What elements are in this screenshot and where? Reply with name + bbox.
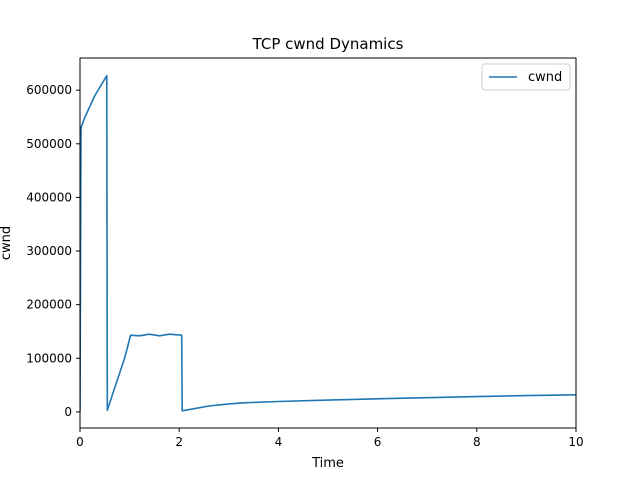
series-layer bbox=[80, 74, 576, 412]
x-tick-label: 10 bbox=[568, 435, 583, 449]
plot-area: 0 2 4 6 8 10 0 100000 200000 300000 400000 500000 6… bbox=[26, 57, 584, 449]
y-tick-label: 300000 bbox=[26, 244, 72, 258]
series-line-cwnd bbox=[80, 74, 576, 412]
legend: cwnd bbox=[481, 63, 571, 91]
x-tick-label: 2 bbox=[175, 435, 183, 449]
chart-title: TCP cwnd Dynamics bbox=[252, 35, 404, 53]
y-tick-label: 500000 bbox=[26, 137, 72, 151]
x-tick-label: 4 bbox=[275, 435, 283, 449]
legend-box bbox=[481, 63, 571, 91]
y-axis-label: cwnd bbox=[0, 226, 14, 260]
axes-frame bbox=[79, 57, 577, 429]
x-axis-ticks: 0 2 4 6 8 10 bbox=[76, 428, 584, 449]
y-tick-label: 100000 bbox=[26, 351, 72, 365]
y-tick-label: 0 bbox=[64, 405, 72, 419]
y-tick-label: 200000 bbox=[26, 298, 72, 312]
x-tick-label: 6 bbox=[374, 435, 382, 449]
x-tick-label: 0 bbox=[76, 435, 84, 449]
legend-label: cwnd bbox=[528, 70, 562, 85]
y-tick-label: 600000 bbox=[26, 83, 72, 97]
x-axis-label: Time bbox=[311, 456, 344, 471]
x-tick-label: 8 bbox=[473, 435, 481, 449]
y-axis-ticks: 0 100000 200000 300000 400000 500000 600000 bbox=[26, 83, 80, 419]
y-tick-label: 400000 bbox=[26, 190, 72, 204]
